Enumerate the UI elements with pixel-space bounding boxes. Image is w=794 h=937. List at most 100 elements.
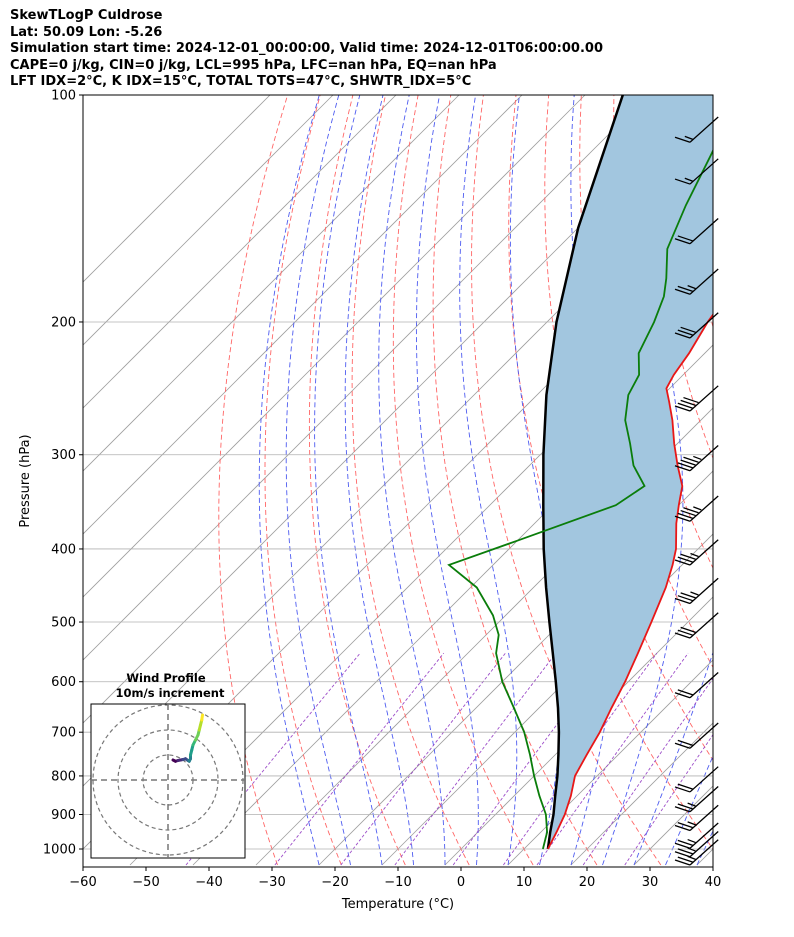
- moist-adiabat: [602, 95, 684, 866]
- barb-flag: [683, 507, 699, 514]
- barb-flag: [677, 285, 694, 293]
- barb-flag: [674, 178, 691, 185]
- barb-flag: [674, 806, 691, 813]
- x-tick-label: 0: [457, 875, 465, 890]
- barb-flag: [674, 842, 691, 849]
- barb-flag: [674, 632, 691, 639]
- barb-flag: [680, 626, 696, 633]
- isotherm: [83, 95, 397, 409]
- hodograph-inset: Wind Profile 10m/s increment: [90, 671, 246, 859]
- moist-adiabat: [459, 95, 518, 866]
- barb-flag: [680, 399, 696, 407]
- isotherm: [570, 722, 713, 866]
- isotherm: [83, 95, 334, 346]
- wind-barb: [674, 268, 719, 295]
- x-tick-label: −60: [69, 875, 96, 890]
- barb-flag: [674, 742, 691, 749]
- barb-flag: [677, 822, 694, 829]
- profiles: [447, 95, 713, 850]
- barb-flag: [677, 235, 694, 242]
- barb-staff: [689, 671, 719, 699]
- barb-flag: [674, 465, 691, 472]
- wind-barbs: [674, 116, 719, 866]
- barb-half-flag: [693, 455, 702, 461]
- barb-staff: [689, 312, 719, 339]
- barb-staff: [689, 722, 719, 749]
- x-tick-label: −30: [258, 875, 285, 890]
- isotherm: [83, 95, 271, 283]
- barb-flag: [674, 559, 691, 566]
- wind-barb: [674, 612, 719, 639]
- barb-staff: [689, 495, 719, 522]
- index-line: LFT IDX=2°C, K IDX=15°C, TOTAL TOTS=47°C…: [10, 74, 472, 89]
- x-tick-label: −10: [384, 875, 411, 890]
- y-tick-label: 400: [51, 542, 76, 557]
- mixing-ratio-line: [274, 652, 445, 866]
- y-tick-label: 600: [51, 675, 76, 690]
- barb-staff: [689, 612, 719, 639]
- chart-title: SkewTLogP Culdrose: [10, 8, 163, 23]
- barb-staff: [689, 839, 719, 866]
- isotherm: [507, 659, 713, 866]
- barb-flag: [677, 595, 694, 602]
- dry-adiabat: [351, 95, 470, 866]
- wind-barb: [674, 495, 719, 522]
- barb-flag: [674, 859, 691, 866]
- barb-flag: [677, 803, 694, 810]
- hodograph-subtitle: 10m/s increment: [116, 686, 225, 700]
- wind-barb: [674, 822, 719, 849]
- barb-flag: [683, 456, 699, 463]
- barb-half-flag: [684, 135, 694, 140]
- location-line: Lat: 50.09 Lon: -5.26: [10, 24, 163, 40]
- dry-adiabat: [392, 95, 534, 866]
- barb-flag: [674, 597, 691, 605]
- barb-staff: [689, 830, 719, 858]
- barb-flag: [674, 692, 691, 699]
- mixing-ratio-line: [340, 652, 506, 866]
- x-tick-label: 20: [579, 875, 596, 890]
- wind-barb: [674, 158, 719, 185]
- barb-flag: [674, 786, 691, 793]
- dry-adiabat: [711, 95, 713, 117]
- time-line: Simulation start time: 2024-12-01_00:00:…: [10, 41, 603, 56]
- y-tick-label: 300: [51, 448, 76, 463]
- barb-staff: [689, 577, 719, 605]
- barb-staff: [689, 539, 719, 566]
- barb-staff: [689, 445, 719, 472]
- x-tick-label: −20: [321, 875, 348, 890]
- barb-staff: [689, 786, 719, 813]
- barb-staff: [689, 385, 719, 412]
- barb-half-flag: [684, 177, 694, 182]
- y-tick-label: 1000: [43, 843, 76, 858]
- barb-half-flag: [690, 591, 699, 596]
- moist-adiabat: [633, 651, 713, 866]
- barb-flag: [680, 509, 696, 517]
- isotherm: [760, 95, 794, 865]
- isotherm: [83, 95, 649, 661]
- barb-flag: [674, 136, 691, 143]
- dry-adiabat: [218, 95, 289, 866]
- hodograph-plot: [91, 704, 245, 858]
- moist-adiabat: [378, 95, 446, 865]
- wind-barb: [674, 445, 719, 472]
- y-tick-label: 200: [51, 315, 76, 330]
- barb-flag: [677, 512, 694, 520]
- barb-half-flag: [687, 802, 696, 807]
- x-axis-ticks: −60 −50 −40 −30 −20 −10 0 10 20 30 40: [69, 867, 721, 890]
- mixing-ratio-line: [582, 677, 713, 866]
- barb-flag: [674, 332, 691, 339]
- y-axis-ticks: 100 200 300 400 500 600 700 800 900 1000: [43, 89, 83, 858]
- barb-flag: [680, 459, 696, 466]
- wind-barb: [674, 577, 719, 605]
- barb-half-flag: [687, 821, 696, 826]
- barb-staff: [689, 268, 719, 295]
- hodograph-title: Wind Profile: [126, 671, 206, 685]
- barb-staff: [689, 218, 719, 245]
- barb-flag: [677, 462, 694, 469]
- barb-half-flag: [693, 506, 702, 511]
- barb-flag: [674, 515, 691, 522]
- temperature-line: [547, 313, 713, 850]
- isotherm: [83, 95, 523, 535]
- moist-adiabat: [258, 95, 320, 866]
